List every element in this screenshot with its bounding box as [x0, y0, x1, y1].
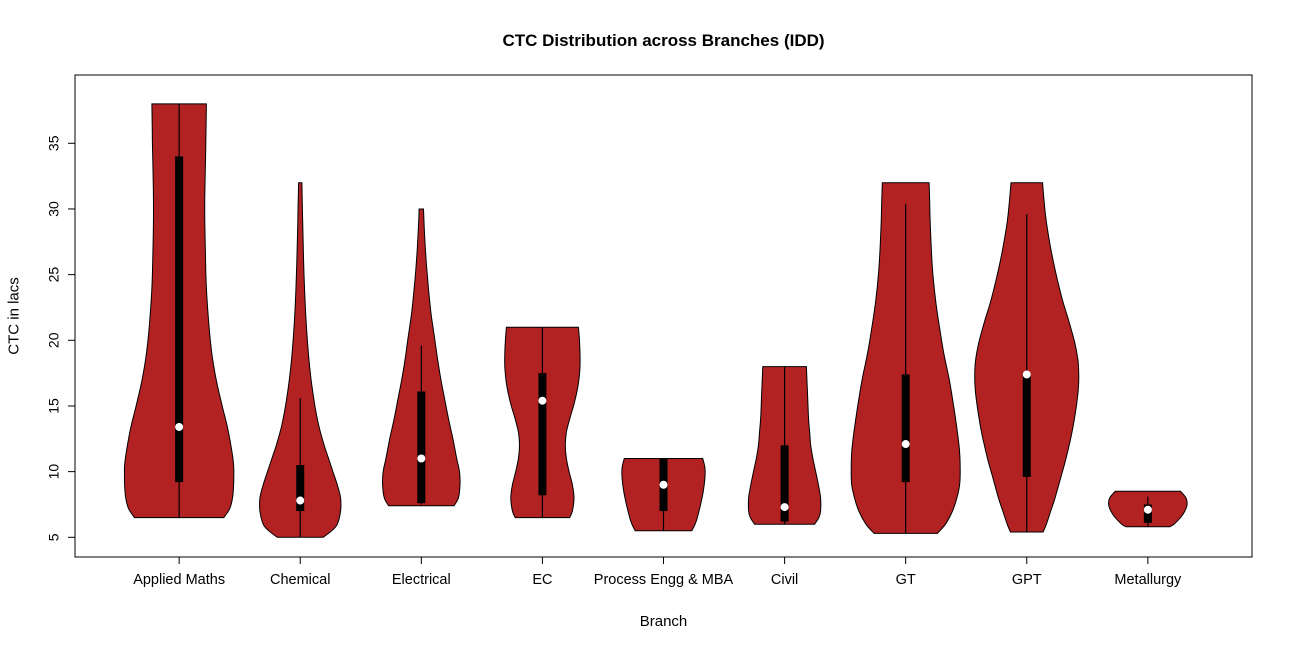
- iqr-box-electrical: [417, 391, 426, 504]
- y-tick-label: 5: [46, 533, 62, 541]
- x-tick-label-applied-maths: Applied Maths: [133, 572, 225, 588]
- median-dot-gt: [901, 440, 910, 449]
- y-tick-label: 20: [46, 332, 62, 348]
- y-tick-label: 15: [46, 398, 62, 414]
- iqr-box-civil: [780, 445, 789, 522]
- median-dot-electrical: [417, 454, 426, 463]
- iqr-box-chemical: [296, 465, 305, 512]
- x-tick-label-metallurgy: Metallurgy: [1114, 572, 1182, 588]
- median-dot-civil: [780, 503, 789, 512]
- x-tick-label-ec: EC: [532, 572, 552, 588]
- y-tick-label: 25: [46, 267, 62, 283]
- x-tick-label-civil: Civil: [771, 572, 798, 588]
- x-tick-label-process-engg-mba: Process Engg & MBA: [594, 572, 734, 588]
- y-tick-label: 35: [46, 135, 62, 151]
- y-tick-label: 30: [46, 201, 62, 217]
- violin-chemical: [259, 182, 342, 538]
- median-dot-ec: [538, 396, 547, 405]
- x-tick-label-gt: GT: [896, 572, 916, 588]
- iqr-box-applied-maths: [175, 156, 184, 483]
- median-dot-applied-maths: [175, 422, 184, 431]
- iqr-box-gt: [901, 374, 910, 483]
- x-tick-label-chemical: Chemical: [270, 572, 330, 588]
- x-tick-label-electrical: Electrical: [392, 572, 451, 588]
- median-dot-chemical: [296, 496, 305, 505]
- iqr-box-gpt: [1022, 373, 1031, 477]
- x-tick-label-gpt: GPT: [1012, 572, 1042, 588]
- x-axis-title: Branch: [639, 613, 688, 630]
- median-dot-process-engg-mba: [659, 480, 668, 489]
- median-dot-gpt: [1022, 370, 1031, 379]
- y-tick-label: 10: [46, 464, 62, 480]
- iqr-box-ec: [538, 373, 547, 496]
- chart-title: CTC Distribution across Branches (IDD): [502, 31, 825, 50]
- median-dot-metallurgy: [1143, 505, 1152, 514]
